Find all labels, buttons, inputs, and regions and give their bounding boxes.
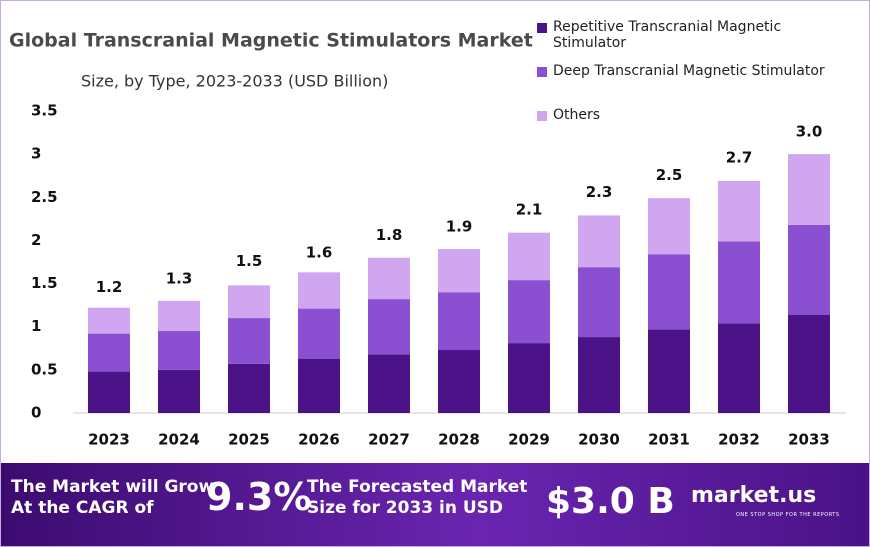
legend-item: Repetitive Transcranial Magnetic Stimula… bbox=[537, 19, 857, 51]
bar-segment bbox=[228, 285, 270, 319]
bar-segment bbox=[438, 350, 480, 413]
forecast-value: $3.0 B bbox=[546, 481, 675, 522]
x-tick-label: 2031 bbox=[648, 431, 690, 449]
bar-segment bbox=[88, 307, 130, 334]
y-tick-label: 1.5 bbox=[31, 274, 58, 292]
bar-segment bbox=[788, 314, 830, 413]
y-tick-label: 0 bbox=[31, 404, 41, 422]
bar-segment bbox=[438, 292, 480, 351]
legend-swatch bbox=[537, 111, 547, 121]
bar-segment bbox=[648, 198, 690, 255]
bar-segment bbox=[718, 180, 760, 242]
y-tick-label: 2 bbox=[31, 231, 41, 249]
x-tick-label: 2032 bbox=[718, 431, 760, 449]
total-label: 1.8 bbox=[376, 226, 403, 244]
bar-segment bbox=[158, 331, 200, 370]
x-tick-label: 2028 bbox=[438, 431, 480, 449]
bar-segment bbox=[718, 323, 760, 413]
x-tick-label: 2026 bbox=[298, 431, 340, 449]
bar-segment bbox=[88, 333, 130, 372]
total-label: 1.9 bbox=[446, 218, 473, 236]
legend-label: Deep Transcranial Magnetic Stimulator bbox=[553, 63, 825, 79]
x-tick-label: 2027 bbox=[368, 431, 410, 449]
total-label: 1.5 bbox=[236, 252, 263, 270]
bar-segment bbox=[298, 358, 340, 413]
bar-segment bbox=[368, 354, 410, 413]
x-tick-label: 2033 bbox=[788, 431, 830, 449]
bar-segment bbox=[508, 343, 550, 413]
bar-segment bbox=[578, 337, 620, 413]
total-label: 2.7 bbox=[726, 149, 753, 167]
x-tick-label: 2024 bbox=[158, 431, 200, 449]
bar-segment bbox=[788, 224, 830, 315]
bar-segment bbox=[788, 154, 830, 225]
footer-banner: The Market will Grow At the CAGR of 9.3%… bbox=[1, 463, 869, 546]
legend-label: Others bbox=[553, 107, 601, 123]
bar-segment bbox=[158, 369, 200, 413]
forecast-line: Size for 2033 in USD bbox=[307, 498, 504, 518]
bar-segment bbox=[578, 215, 620, 268]
bar-segment bbox=[718, 241, 760, 324]
chart-title: Global Transcranial Magnetic Stimulators… bbox=[9, 30, 533, 52]
bar-segment bbox=[648, 329, 690, 413]
brand: market.us bbox=[691, 483, 817, 508]
bar-segment bbox=[508, 232, 550, 281]
bar-segment bbox=[158, 300, 200, 332]
bar-segment bbox=[298, 272, 340, 309]
y-tick-label: 0.5 bbox=[31, 360, 58, 378]
x-tick-label: 2029 bbox=[508, 431, 550, 449]
cagr-text: The Market will Grow At the CAGR of bbox=[11, 477, 214, 519]
cagr-value: 9.3% bbox=[206, 475, 312, 519]
x-tick-label: 2025 bbox=[228, 431, 270, 449]
bar-segment bbox=[438, 249, 480, 293]
total-label: 1.3 bbox=[166, 269, 193, 287]
bar-segment bbox=[228, 363, 270, 413]
bar-segment bbox=[368, 257, 410, 300]
forecast-text: The Forecasted Market Size for 2033 in U… bbox=[307, 477, 527, 519]
x-tick-label: 2023 bbox=[88, 431, 130, 449]
bar-segment bbox=[508, 280, 550, 344]
total-label: 3.0 bbox=[796, 123, 823, 141]
forecast-line: The Forecasted Market bbox=[307, 477, 528, 497]
chart: Global Transcranial Magnetic Stimulators… bbox=[9, 30, 846, 449]
cagr-line: The Market will Grow bbox=[11, 477, 215, 497]
total-label: 1.2 bbox=[96, 278, 123, 296]
bar-segment bbox=[88, 371, 130, 413]
y-tick-label: 3.5 bbox=[31, 102, 58, 120]
legend-item: Others bbox=[537, 107, 857, 123]
legend-item: Deep Transcranial Magnetic Stimulator bbox=[537, 63, 857, 79]
legend-swatch bbox=[537, 23, 547, 33]
bar-segment bbox=[298, 308, 340, 359]
legend-swatch bbox=[537, 67, 547, 77]
bar-segment bbox=[578, 267, 620, 338]
y-tick-label: 3 bbox=[31, 145, 41, 163]
total-label: 2.1 bbox=[516, 200, 543, 218]
brand-tagline: ONE STOP SHOP FOR THE REPORTS bbox=[736, 512, 840, 518]
legend-label: Repetitive Transcranial Magnetic Stimula… bbox=[553, 19, 782, 51]
y-tick-label: 2.5 bbox=[31, 188, 58, 206]
total-label: 2.3 bbox=[586, 183, 613, 201]
x-tick-label: 2030 bbox=[578, 431, 620, 449]
bar-segment bbox=[368, 299, 410, 355]
total-label: 2.5 bbox=[656, 166, 683, 184]
cagr-line: At the CAGR of bbox=[11, 498, 154, 518]
bar-segment bbox=[648, 254, 690, 330]
chart-subtitle: Size, by Type, 2023-2033 (USD Billion) bbox=[81, 72, 388, 91]
bar-segment bbox=[228, 318, 270, 364]
y-tick-label: 1 bbox=[31, 317, 41, 335]
total-label: 1.6 bbox=[306, 243, 333, 261]
